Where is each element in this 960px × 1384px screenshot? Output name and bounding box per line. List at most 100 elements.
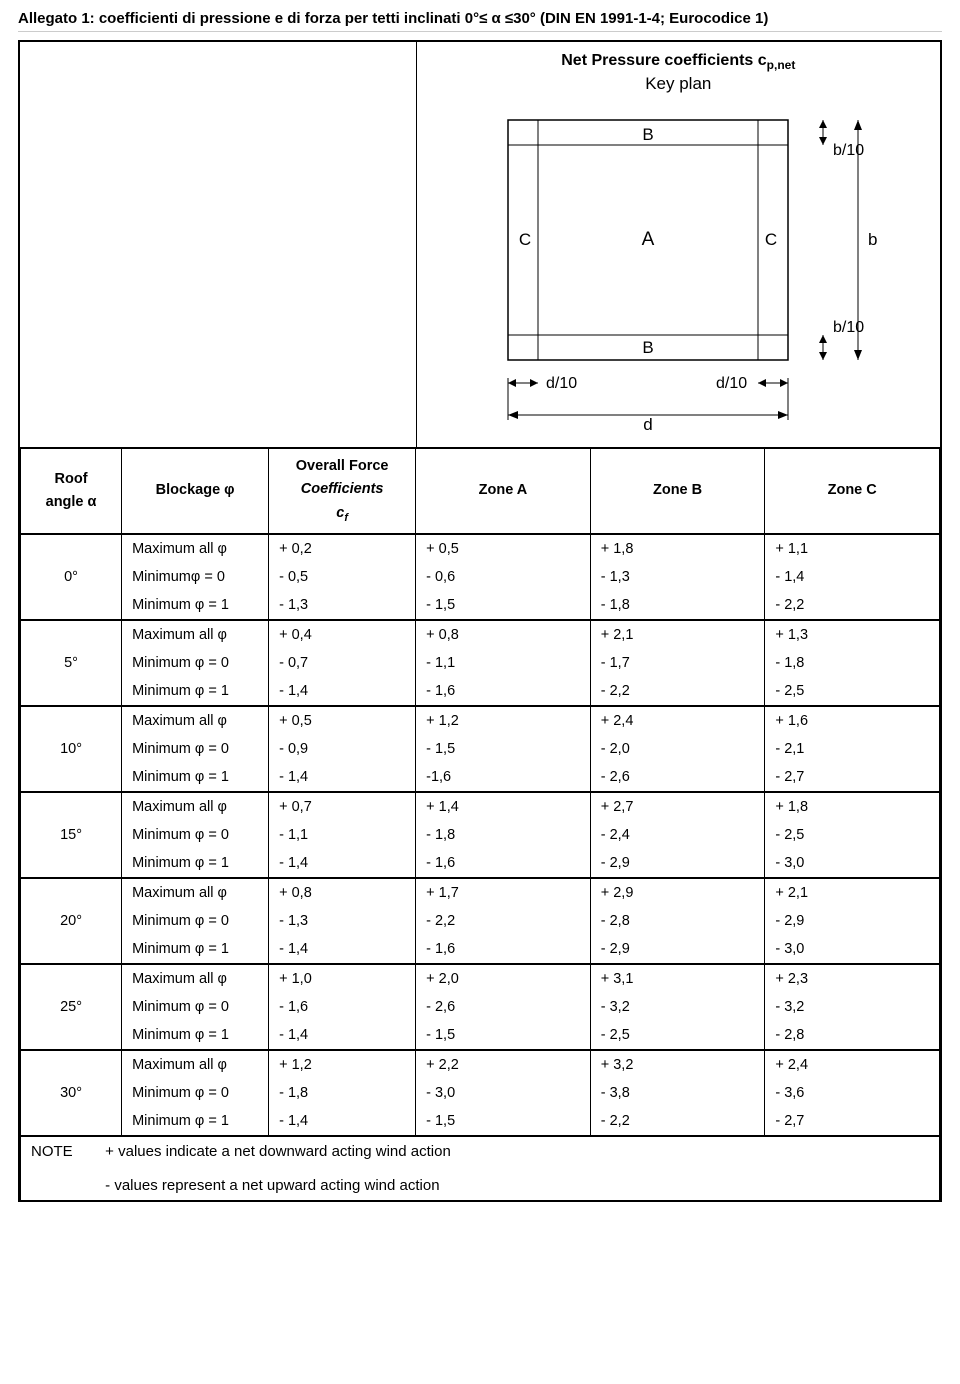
page-title: Allegato 1: coefficienti di pressione e … (18, 10, 942, 32)
value-cell: - 1,5 (416, 1107, 591, 1136)
value-cell: - 2,9 (590, 849, 765, 878)
blockage-cell: Maximum all φ (122, 534, 269, 563)
value-cell: + 1,6 (765, 706, 940, 735)
value-cell: + 2,7 (590, 792, 765, 821)
value-cell: - 1,4 (269, 763, 416, 792)
keyplan-diagram: B B C C A b b/10 (468, 100, 888, 433)
label-d: d (644, 415, 653, 430)
value-cell: - 1,3 (269, 907, 416, 935)
blockage-cell: Minimumφ = 0 (122, 563, 269, 591)
label-B-top: B (643, 125, 654, 144)
blockage-cell: Minimum φ = 0 (122, 907, 269, 935)
blockage-cell: Maximum all φ (122, 964, 269, 993)
value-cell: - 2,5 (590, 1021, 765, 1050)
angle-cell: 5° (21, 620, 122, 706)
table-row: 20°Maximum all φ+ 0,8+ 1,7+ 2,9+ 2,1 (21, 878, 940, 907)
value-cell: - 3,0 (416, 1079, 591, 1107)
table-row: Minimum φ = 0- 1,1- 1,8- 2,4- 2,5 (21, 821, 940, 849)
table-row: Minimum φ = 1- 1,4- 1,5- 2,2- 2,7 (21, 1107, 940, 1136)
table-row: Minimumφ = 0- 0,5- 0,6- 1,3- 1,4 (21, 563, 940, 591)
table-row: Minimum φ = 1- 1,4- 1,5- 2,5- 2,8 (21, 1021, 940, 1050)
value-cell: + 0,2 (269, 534, 416, 563)
note-line1: + values indicate a net downward acting … (105, 1143, 451, 1160)
label-b: b (868, 230, 877, 249)
value-cell: - 1,4 (269, 849, 416, 878)
value-cell: - 3,0 (765, 849, 940, 878)
value-cell: + 0,4 (269, 620, 416, 649)
value-cell: + 1,1 (765, 534, 940, 563)
value-cell: + 0,8 (416, 620, 591, 649)
table-row: 25°Maximum all φ+ 1,0+ 2,0+ 3,1+ 2,3 (21, 964, 940, 993)
value-cell: + 2,3 (765, 964, 940, 993)
value-cell: + 1,2 (416, 706, 591, 735)
angle-cell: 20° (21, 878, 122, 964)
col-roof-angle: Roofangle α (21, 448, 122, 534)
value-cell: - 1,8 (269, 1079, 416, 1107)
blockage-cell: Maximum all φ (122, 1050, 269, 1079)
value-cell: - 1,8 (416, 821, 591, 849)
blockage-cell: Minimum φ = 1 (122, 935, 269, 964)
note-row: NOTE + values indicate a net downward ac… (21, 1136, 940, 1200)
blockage-cell: Minimum φ = 0 (122, 1079, 269, 1107)
value-cell: - 2,2 (590, 677, 765, 706)
value-cell: + 0,5 (416, 534, 591, 563)
top-left-blank (20, 42, 417, 447)
blockage-cell: Minimum φ = 1 (122, 591, 269, 620)
value-cell: - 2,2 (590, 1107, 765, 1136)
value-cell: + 2,4 (765, 1050, 940, 1079)
value-cell: - 1,7 (590, 649, 765, 677)
value-cell: - 1,4 (269, 1021, 416, 1050)
value-cell: - 2,9 (590, 935, 765, 964)
col-zone-a: Zone A (416, 448, 591, 534)
blockage-cell: Minimum φ = 1 (122, 1021, 269, 1050)
table-row: 30°Maximum all φ+ 1,2+ 2,2+ 3,2+ 2,4 (21, 1050, 940, 1079)
table-row: Minimum φ = 0- 0,9- 1,5- 2,0- 2,1 (21, 735, 940, 763)
label-C-right: C (765, 230, 777, 249)
value-cell: - 0,5 (269, 563, 416, 591)
value-cell: - 3,8 (590, 1079, 765, 1107)
value-cell: - 2,7 (765, 1107, 940, 1136)
table-row: 0°Maximum all φ+ 0,2+ 0,5+ 1,8+ 1,1 (21, 534, 940, 563)
value-cell: + 2,1 (765, 878, 940, 907)
value-cell: - 2,5 (765, 821, 940, 849)
blockage-cell: Minimum φ = 0 (122, 735, 269, 763)
value-cell: - 2,8 (590, 907, 765, 935)
label-b10-top: b/10 (833, 142, 864, 159)
value-cell: - 2,9 (765, 907, 940, 935)
angle-cell: 25° (21, 964, 122, 1050)
value-cell: - 1,8 (765, 649, 940, 677)
value-cell: + 2,2 (416, 1050, 591, 1079)
col-overall-force: Overall ForceCoefficientscf (269, 448, 416, 534)
blockage-cell: Minimum φ = 1 (122, 849, 269, 878)
value-cell: - 1,6 (416, 677, 591, 706)
value-cell: - 1,4 (269, 1107, 416, 1136)
value-cell: + 2,9 (590, 878, 765, 907)
col-zone-b: Zone B (590, 448, 765, 534)
value-cell: - 1,4 (269, 677, 416, 706)
value-cell: - 2,6 (590, 763, 765, 792)
value-cell: - 2,6 (416, 993, 591, 1021)
coefficient-table: Roofangle α Blockage φ Overall ForceCoef… (20, 447, 940, 1200)
blockage-cell: Maximum all φ (122, 620, 269, 649)
value-cell: - 2,0 (590, 735, 765, 763)
col-blockage: Blockage φ (122, 448, 269, 534)
value-cell: - 0,9 (269, 735, 416, 763)
value-cell: - 2,1 (765, 735, 940, 763)
label-A: A (642, 229, 655, 250)
table-row: Minimum φ = 1- 1,3- 1,5- 1,8- 2,2 (21, 591, 940, 620)
value-cell: - 1,4 (269, 935, 416, 964)
table-row: 15°Maximum all φ+ 0,7+ 1,4+ 2,7+ 1,8 (21, 792, 940, 821)
value-cell: - 3,0 (765, 935, 940, 964)
value-cell: + 1,4 (416, 792, 591, 821)
table-row: 5°Maximum all φ+ 0,4+ 0,8+ 2,1+ 1,3 (21, 620, 940, 649)
angle-cell: 15° (21, 792, 122, 878)
value-cell: - 3,2 (765, 993, 940, 1021)
table-row: Minimum φ = 1- 1,4- 1,6- 2,2- 2,5 (21, 677, 940, 706)
value-cell: - 3,6 (765, 1079, 940, 1107)
note-label: NOTE (31, 1143, 101, 1160)
value-cell: - 2,5 (765, 677, 940, 706)
value-cell: - 3,2 (590, 993, 765, 1021)
table-row: Minimum φ = 1- 1,4- 1,6- 2,9- 3,0 (21, 935, 940, 964)
angle-cell: 10° (21, 706, 122, 792)
value-cell: -1,6 (416, 763, 591, 792)
